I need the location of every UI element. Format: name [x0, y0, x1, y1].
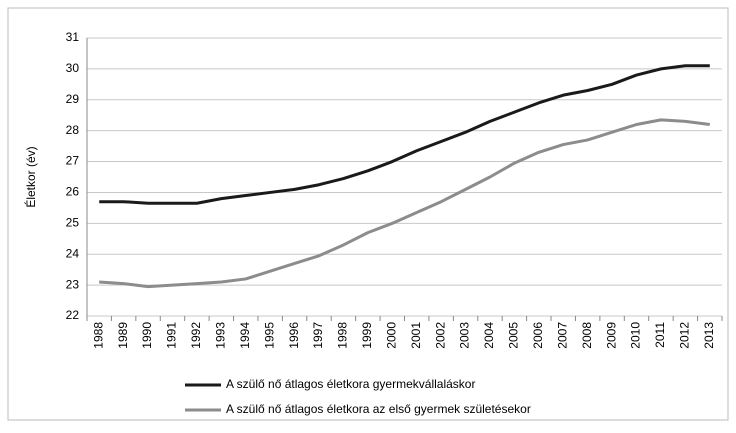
y-tick-label: 30 [66, 61, 80, 75]
x-tick-label: 1992 [189, 322, 203, 349]
x-tick-label: 2013 [702, 322, 716, 349]
x-tick-label: 2012 [678, 322, 692, 349]
x-tick-label: 2004 [482, 322, 496, 349]
y-tick-label: 31 [66, 30, 80, 44]
x-tick-label: 2010 [629, 322, 643, 349]
legend-label: A szülő nő átlagos életkora gyermekválla… [226, 377, 475, 391]
x-tick-label: 1994 [238, 322, 252, 349]
series-line [99, 64, 710, 205]
legend-label: A szülő nő átlagos életkora az első gyer… [226, 402, 531, 416]
y-tick-label: 26 [66, 185, 80, 199]
y-tick-label: 29 [66, 92, 80, 106]
y-tick-label: 24 [66, 246, 80, 260]
series-line [99, 118, 710, 289]
x-tick-label: 1995 [262, 322, 276, 349]
x-tick-label: 1990 [140, 322, 154, 349]
x-tick-label: 2001 [409, 322, 423, 349]
y-tick-label: 28 [66, 123, 80, 137]
x-tick-label: 1997 [311, 322, 325, 349]
x-tick-label: 2009 [604, 322, 618, 349]
y-tick-label: 23 [66, 277, 80, 291]
x-tick-label: 2003 [458, 322, 472, 349]
x-tick-label: 2005 [507, 322, 521, 349]
x-tick-label: 1998 [336, 322, 350, 349]
x-tick-label: 2000 [384, 322, 398, 349]
x-tick-label: 1991 [165, 322, 179, 349]
y-axis-label: Életkor (év) [23, 146, 38, 207]
x-tick-label: 1999 [360, 322, 374, 349]
x-tick-label: 2011 [653, 322, 667, 348]
y-tick-label: 25 [66, 216, 80, 230]
x-tick-label: 1996 [287, 322, 301, 349]
x-tick-label: 2002 [433, 322, 447, 349]
x-tick-label: 2007 [555, 322, 569, 349]
y-tick-label: 27 [66, 154, 80, 168]
y-tick-label: 22 [66, 308, 80, 322]
x-tick-label: 1988 [91, 322, 105, 349]
x-tick-label: 2008 [580, 322, 594, 349]
frame [7, 7, 729, 421]
x-tick-label: 1989 [116, 322, 130, 349]
x-tick-label: 1993 [213, 322, 227, 349]
x-tick-label: 2006 [531, 322, 545, 349]
